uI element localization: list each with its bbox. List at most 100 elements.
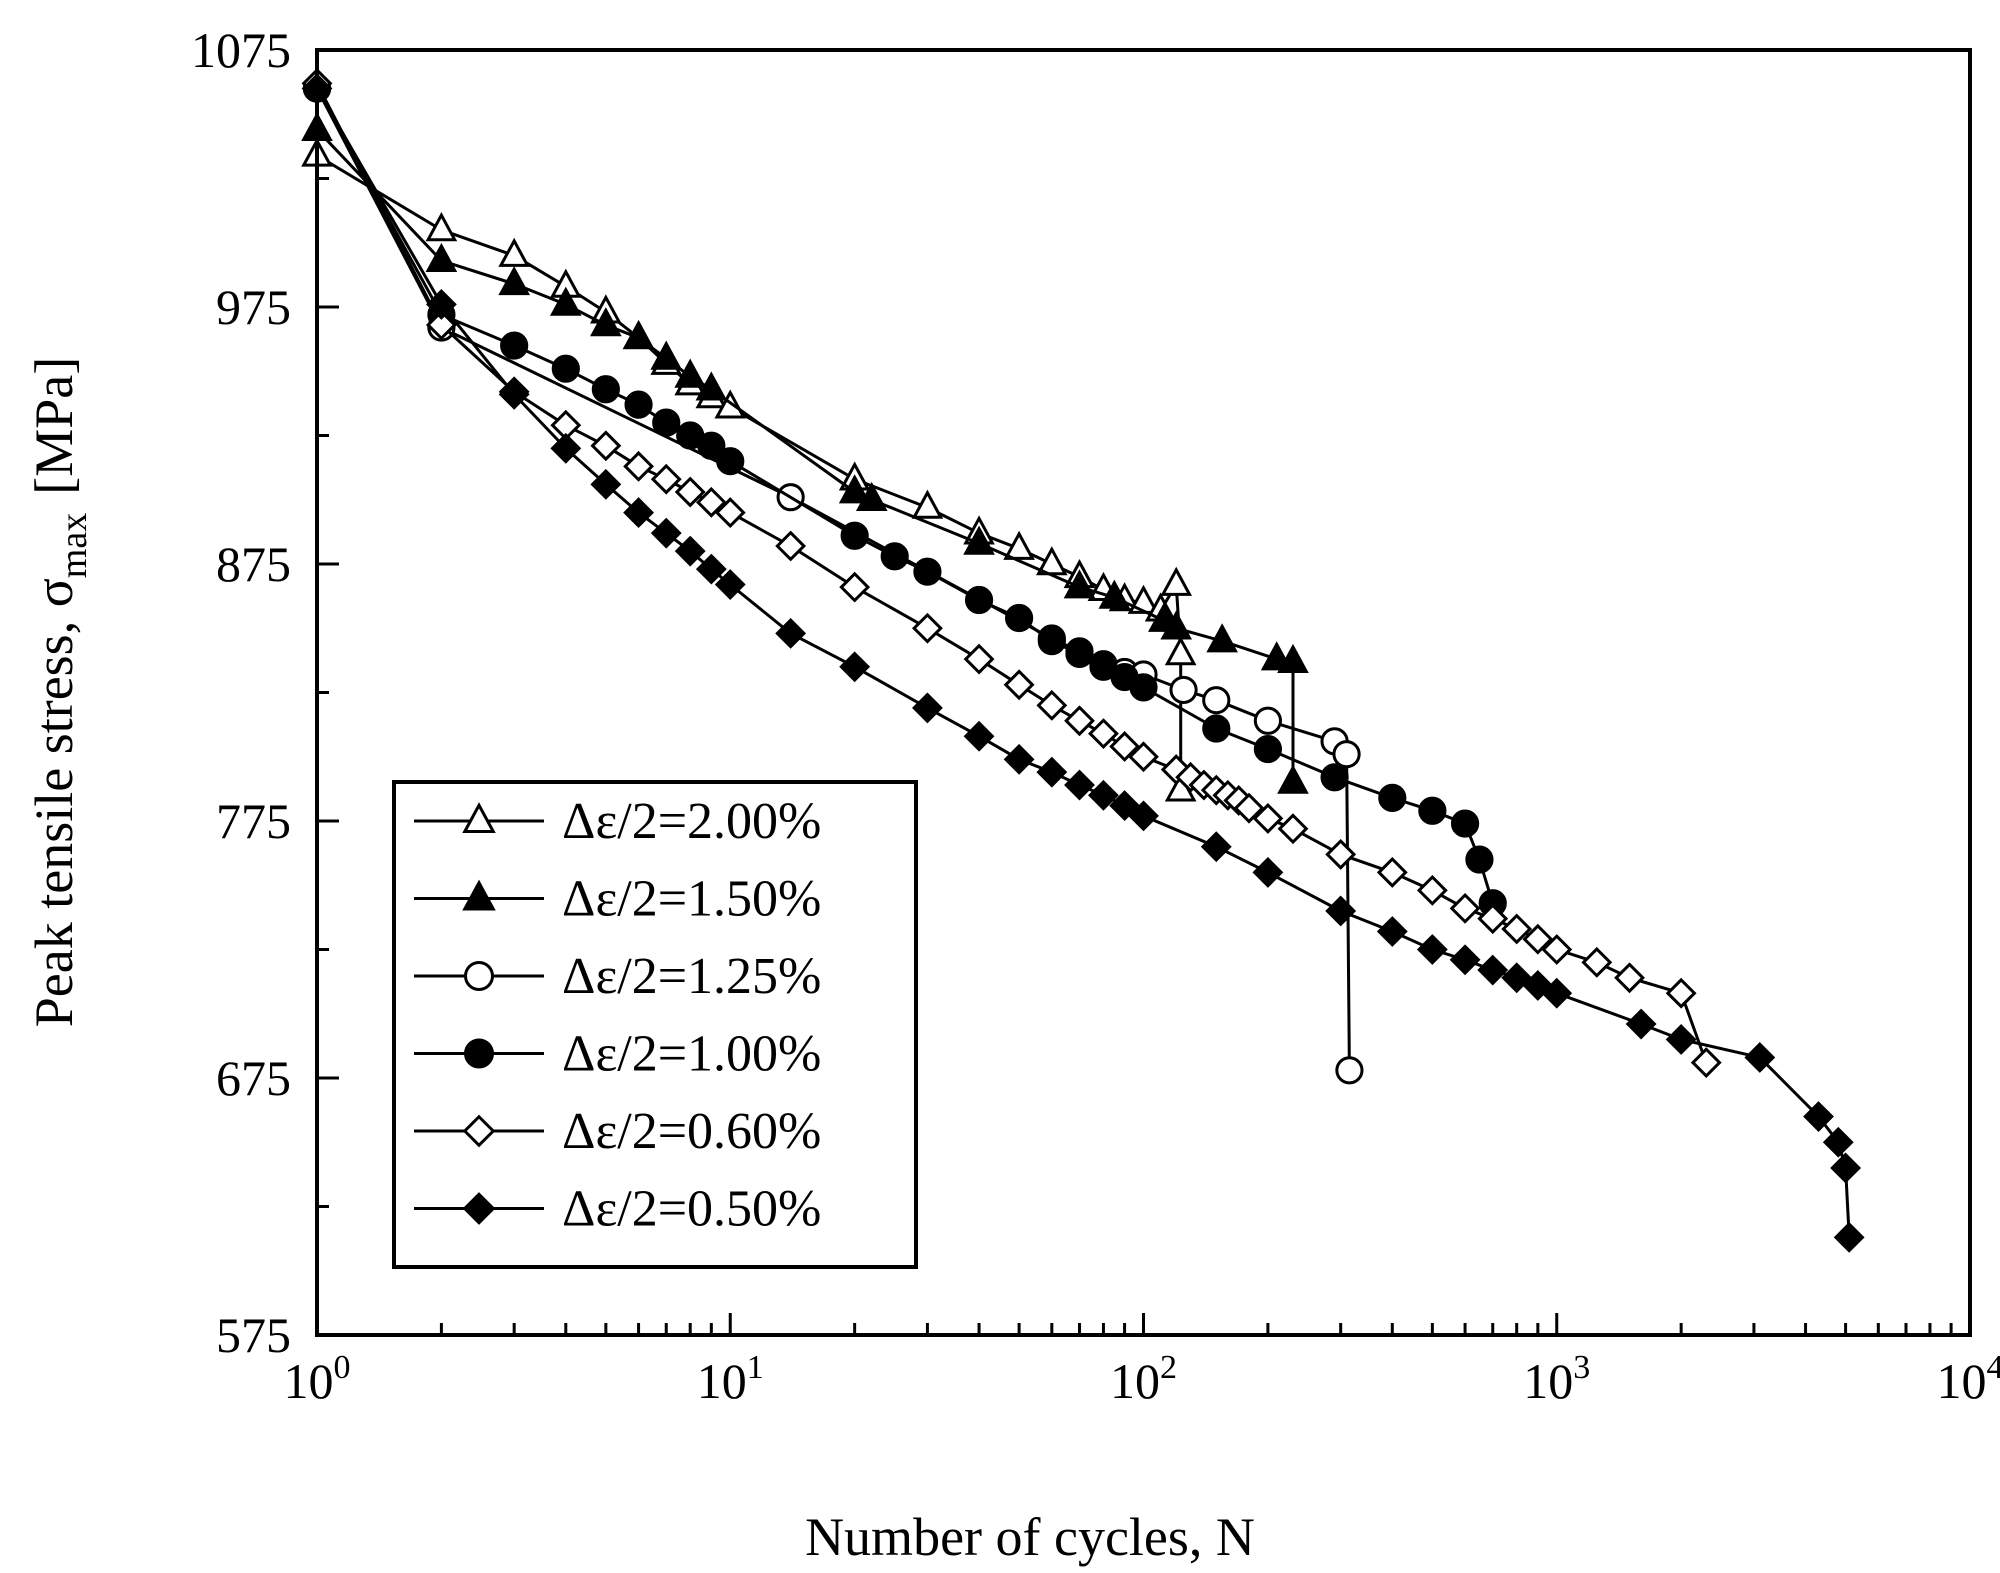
data-point <box>622 319 655 350</box>
data-point <box>714 569 746 600</box>
data-point <box>1252 803 1284 834</box>
y-axis-title: Peak tensile stress, σmax [MPa] <box>24 357 95 1027</box>
data-point <box>652 408 681 437</box>
data-point <box>1202 686 1231 715</box>
data-point <box>1088 718 1119 750</box>
data-point <box>716 447 745 476</box>
data-point <box>911 612 943 644</box>
data-point <box>1064 705 1095 737</box>
data-point <box>1160 566 1193 596</box>
data-point <box>1614 962 1645 994</box>
y-tick-label: 675 <box>216 1050 291 1106</box>
data-point <box>1036 756 1068 788</box>
y-axis-title-subscript: max <box>53 513 95 578</box>
data-point <box>1129 673 1158 702</box>
data-point <box>1037 627 1066 656</box>
data-point <box>1690 1047 1722 1079</box>
legend-marker <box>464 1038 494 1069</box>
x-tick-label: 101 <box>697 1349 764 1409</box>
data-point <box>697 431 726 460</box>
data-point <box>590 430 622 462</box>
data-point <box>498 237 530 267</box>
data-point <box>1332 740 1361 769</box>
data-point <box>714 389 747 419</box>
data-point <box>425 242 458 273</box>
data-point <box>1206 623 1238 653</box>
data-point <box>963 643 995 675</box>
data-point <box>839 651 871 683</box>
legend-item: Δε/2=1.00% <box>414 1026 821 1083</box>
data-point <box>551 354 580 383</box>
data-point <box>1063 569 1096 599</box>
data-point <box>1064 769 1095 801</box>
y-tick-labels: 575 675 775 875 975 1075 <box>191 22 291 1363</box>
y-axis-title-main: Peak tensile stress, σ <box>24 578 84 1027</box>
data-point <box>911 489 944 519</box>
y-tick-label: 575 <box>216 1307 291 1363</box>
data-point <box>1003 743 1035 775</box>
data-point <box>1253 734 1283 764</box>
data-point <box>1501 962 1533 994</box>
legend-label: Δε/2=0.50% <box>562 1181 821 1238</box>
data-point <box>1335 1056 1364 1085</box>
data-point <box>1450 809 1480 838</box>
x-tick-label: 102 <box>1110 1349 1177 1409</box>
data-point <box>498 266 530 296</box>
data-point <box>1625 1008 1657 1040</box>
data-point <box>1128 800 1159 832</box>
data-point <box>1418 796 1447 825</box>
data-point <box>1376 856 1408 888</box>
data-point <box>1325 895 1357 927</box>
data-point <box>1128 741 1159 773</box>
data-point <box>1202 714 1231 743</box>
data-point <box>590 307 622 337</box>
legend-marker <box>462 1114 496 1148</box>
x-tick-label: 103 <box>1523 1349 1590 1409</box>
data-point <box>1003 530 1035 560</box>
data-point <box>1169 675 1198 705</box>
legend-label: Δε/2=1.00% <box>562 1026 821 1083</box>
legend-label: Δε/2=2.00% <box>562 793 821 850</box>
x-tick-label: 100 <box>284 1349 351 1409</box>
legend-marker <box>462 802 496 833</box>
data-point <box>1325 838 1357 870</box>
data-point <box>1833 1221 1865 1253</box>
data-point <box>1200 831 1232 863</box>
data-point <box>695 371 728 401</box>
data-point <box>1160 610 1193 640</box>
data-point <box>498 378 530 410</box>
data-point <box>674 358 707 388</box>
data-point <box>425 309 457 341</box>
data-point <box>674 535 706 567</box>
data-point <box>1065 639 1094 669</box>
series-5 <box>301 67 1722 1079</box>
data-point <box>1277 764 1309 794</box>
plot-area-frame <box>315 48 1972 1337</box>
legend-item: Δε/2=1.25% <box>414 948 821 1005</box>
data-point <box>1581 946 1613 978</box>
data-point <box>1036 689 1068 721</box>
legend-marker <box>462 879 496 911</box>
data-point <box>913 557 942 586</box>
data-point <box>500 331 529 360</box>
data-point <box>714 497 746 529</box>
data-point <box>550 432 582 464</box>
series-4 <box>302 74 1507 918</box>
data-point <box>838 474 871 504</box>
series-6 <box>301 73 1865 1253</box>
data-point <box>1477 954 1509 986</box>
data-point <box>1277 813 1309 845</box>
data-point <box>1744 1042 1776 1073</box>
data-point <box>1376 916 1408 947</box>
data-point <box>1416 934 1448 965</box>
x-axis-title: Number of cycles, N <box>805 1507 1255 1567</box>
data-point <box>1501 913 1533 945</box>
data-point <box>1830 1152 1862 1184</box>
data-point <box>590 468 622 500</box>
data-point <box>1522 923 1554 955</box>
series-layer <box>301 67 1865 1253</box>
data-point <box>1803 1101 1834 1132</box>
data-point <box>1477 903 1509 935</box>
data-point <box>1449 892 1481 924</box>
data-point <box>1541 977 1573 1009</box>
